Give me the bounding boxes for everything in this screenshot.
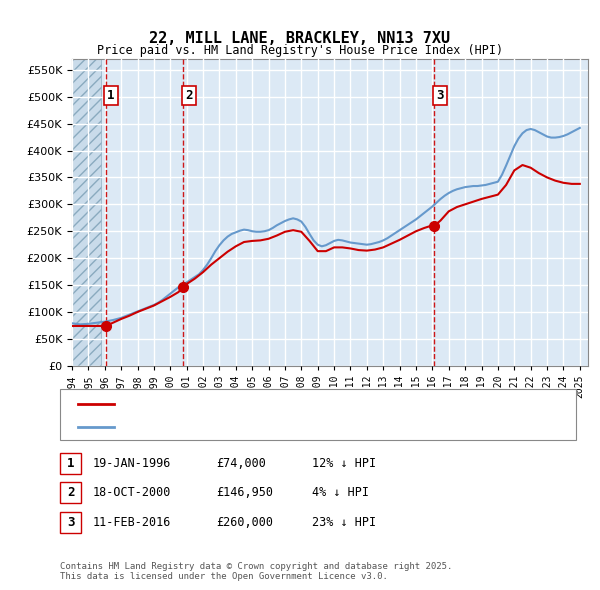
Text: Price paid vs. HM Land Registry's House Price Index (HPI): Price paid vs. HM Land Registry's House … — [97, 44, 503, 57]
Text: 2: 2 — [185, 89, 193, 102]
Text: 22, MILL LANE, BRACKLEY, NN13 7XU (detached house): 22, MILL LANE, BRACKLEY, NN13 7XU (detac… — [120, 399, 433, 409]
Text: 3: 3 — [436, 89, 443, 102]
HPI: Average price, detached house, West Northamptonshire: (2.02e+03, 3.55e+05): Average price, detached house, West Nort… — [499, 171, 506, 178]
22, MILL LANE, BRACKLEY, NN13 7XU (detached house) — [68, 322, 76, 329]
22, MILL LANE, BRACKLEY, NN13 7XU (detached house) — [576, 181, 583, 188]
Text: 1: 1 — [107, 89, 115, 102]
Text: £260,000: £260,000 — [216, 516, 273, 529]
Text: £74,000: £74,000 — [216, 457, 266, 470]
Line: HPI: Average price, detached house, West Northamptonshire: HPI: Average price, detached house, West… — [72, 128, 580, 325]
HPI: Average price, detached house, West Northamptonshire: (1.99e+03, 7.7e+04): Average price, detached house, West Nort… — [77, 321, 84, 328]
HPI: Average price, detached house, West Northamptonshire: (2.01e+03, 2.42e+05): Average price, detached house, West Nort… — [388, 232, 395, 239]
HPI: Average price, detached house, West Northamptonshire: (2.02e+03, 4.24e+05): Average price, detached house, West Nort… — [548, 134, 555, 141]
Text: 4% ↓ HPI: 4% ↓ HPI — [312, 486, 369, 499]
Text: 23% ↓ HPI: 23% ↓ HPI — [312, 516, 376, 529]
22, MILL LANE, BRACKLEY, NN13 7XU (detached house) — [183, 280, 190, 287]
Text: 1: 1 — [67, 457, 74, 470]
Text: 11-FEB-2016: 11-FEB-2016 — [93, 516, 172, 529]
Text: Contains HM Land Registry data © Crown copyright and database right 2025.
This d: Contains HM Land Registry data © Crown c… — [60, 562, 452, 581]
22, MILL LANE, BRACKLEY, NN13 7XU (detached house) — [102, 322, 109, 329]
Text: 3: 3 — [67, 516, 74, 529]
Text: 19-JAN-1996: 19-JAN-1996 — [93, 457, 172, 470]
22, MILL LANE, BRACKLEY, NN13 7XU (detached house) — [519, 162, 526, 169]
HPI: Average price, detached house, West Northamptonshire: (2e+03, 1.88e+05): Average price, detached house, West Nort… — [203, 261, 211, 268]
Text: 12% ↓ HPI: 12% ↓ HPI — [312, 457, 376, 470]
Text: 22, MILL LANE, BRACKLEY, NN13 7XU: 22, MILL LANE, BRACKLEY, NN13 7XU — [149, 31, 451, 46]
22, MILL LANE, BRACKLEY, NN13 7XU (detached house) — [281, 228, 289, 235]
HPI: Average price, detached house, West Northamptonshire: (2.02e+03, 4.08e+05): Average price, detached house, West Nort… — [511, 143, 518, 150]
Text: 18-OCT-2000: 18-OCT-2000 — [93, 486, 172, 499]
Text: £146,950: £146,950 — [216, 486, 273, 499]
Text: HPI: Average price, detached house, West Northamptonshire: HPI: Average price, detached house, West… — [120, 422, 476, 432]
HPI: Average price, detached house, West Northamptonshire: (2.02e+03, 4.42e+05): Average price, detached house, West Nort… — [576, 124, 583, 132]
HPI: Average price, detached house, West Northamptonshire: (1.99e+03, 7.9e+04): Average price, detached house, West Nort… — [68, 320, 76, 327]
22, MILL LANE, BRACKLEY, NN13 7XU (detached house) — [216, 255, 223, 262]
Text: 2: 2 — [67, 486, 74, 499]
Line: 22, MILL LANE, BRACKLEY, NN13 7XU (detached house): 22, MILL LANE, BRACKLEY, NN13 7XU (detac… — [72, 165, 580, 326]
22, MILL LANE, BRACKLEY, NN13 7XU (detached house) — [461, 201, 469, 208]
HPI: Average price, detached house, West Northamptonshire: (2e+03, 1.65e+05): Average price, detached house, West Nort… — [191, 273, 199, 280]
22, MILL LANE, BRACKLEY, NN13 7XU (detached house) — [544, 174, 551, 181]
